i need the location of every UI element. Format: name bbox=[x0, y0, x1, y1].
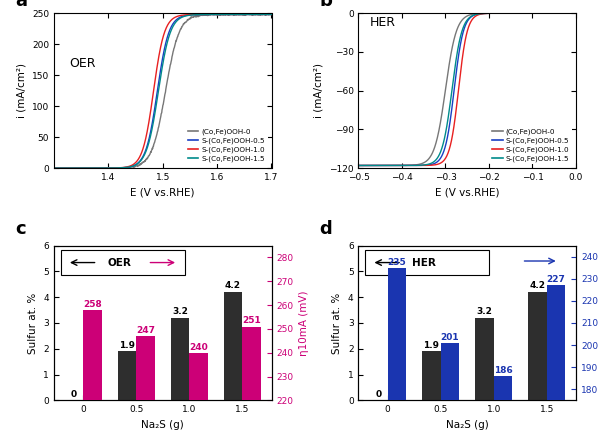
Y-axis label: Sulfur at. %: Sulfur at. % bbox=[332, 292, 343, 354]
Bar bbox=[422, 352, 441, 400]
Text: 1.9: 1.9 bbox=[119, 341, 135, 350]
Text: 235: 235 bbox=[388, 257, 406, 267]
Y-axis label: i (mA/cm²): i (mA/cm²) bbox=[313, 63, 323, 118]
Text: 1.9: 1.9 bbox=[424, 341, 439, 350]
Bar bbox=[171, 318, 189, 400]
Text: 0: 0 bbox=[376, 390, 382, 399]
FancyBboxPatch shape bbox=[61, 250, 185, 275]
Bar bbox=[224, 292, 242, 400]
Bar bbox=[136, 336, 155, 440]
Y-axis label: Sulfur at. %: Sulfur at. % bbox=[28, 292, 38, 354]
Text: 240: 240 bbox=[189, 343, 208, 352]
Bar bbox=[475, 318, 494, 400]
Text: a: a bbox=[15, 0, 27, 10]
FancyBboxPatch shape bbox=[365, 250, 489, 275]
Text: HER: HER bbox=[370, 16, 395, 29]
Bar bbox=[83, 310, 102, 440]
Y-axis label: i (mA/cm²): i (mA/cm²) bbox=[16, 63, 26, 118]
Legend: (Co,Fe)OOH-0, S-(Co,Fe)OOH-0.5, S-(Co,Fe)OOH-1.0, S-(Co,Fe)OOH-1.5: (Co,Fe)OOH-0, S-(Co,Fe)OOH-0.5, S-(Co,Fe… bbox=[489, 126, 572, 165]
Bar bbox=[547, 286, 565, 440]
Text: c: c bbox=[15, 220, 25, 238]
X-axis label: Na₂S (g): Na₂S (g) bbox=[446, 420, 488, 430]
Y-axis label: η10mA (mV): η10mA (mV) bbox=[299, 290, 309, 356]
Text: 247: 247 bbox=[136, 326, 155, 335]
Bar bbox=[242, 326, 261, 440]
X-axis label: E (V vs.RHE): E (V vs.RHE) bbox=[435, 187, 499, 198]
Bar bbox=[118, 352, 136, 400]
X-axis label: Na₂S (g): Na₂S (g) bbox=[142, 420, 184, 430]
Text: b: b bbox=[319, 0, 332, 10]
Bar bbox=[388, 268, 406, 440]
Text: 251: 251 bbox=[242, 316, 261, 325]
Text: 227: 227 bbox=[547, 275, 566, 284]
Text: 0: 0 bbox=[71, 390, 77, 399]
Text: OER: OER bbox=[69, 57, 96, 70]
Text: 3.2: 3.2 bbox=[476, 307, 493, 316]
Text: 186: 186 bbox=[494, 366, 512, 375]
Text: 258: 258 bbox=[83, 300, 102, 309]
Bar bbox=[441, 343, 459, 440]
Text: 4.2: 4.2 bbox=[225, 282, 241, 290]
Bar bbox=[528, 292, 547, 400]
Text: HER: HER bbox=[412, 257, 436, 268]
Text: d: d bbox=[319, 220, 332, 238]
Bar bbox=[494, 376, 512, 440]
Text: OER: OER bbox=[107, 257, 131, 268]
Legend: (Co,Fe)OOH-0, S-(Co,Fe)OOH-0.5, S-(Co,Fe)OOH-1.0, S-(Co,Fe)OOH-1.5: (Co,Fe)OOH-0, S-(Co,Fe)OOH-0.5, S-(Co,Fe… bbox=[185, 126, 268, 165]
Text: 201: 201 bbox=[440, 333, 460, 342]
X-axis label: E (V vs.RHE): E (V vs.RHE) bbox=[131, 187, 195, 198]
Bar bbox=[189, 353, 208, 440]
Text: 3.2: 3.2 bbox=[172, 307, 188, 316]
Text: 4.2: 4.2 bbox=[530, 282, 545, 290]
